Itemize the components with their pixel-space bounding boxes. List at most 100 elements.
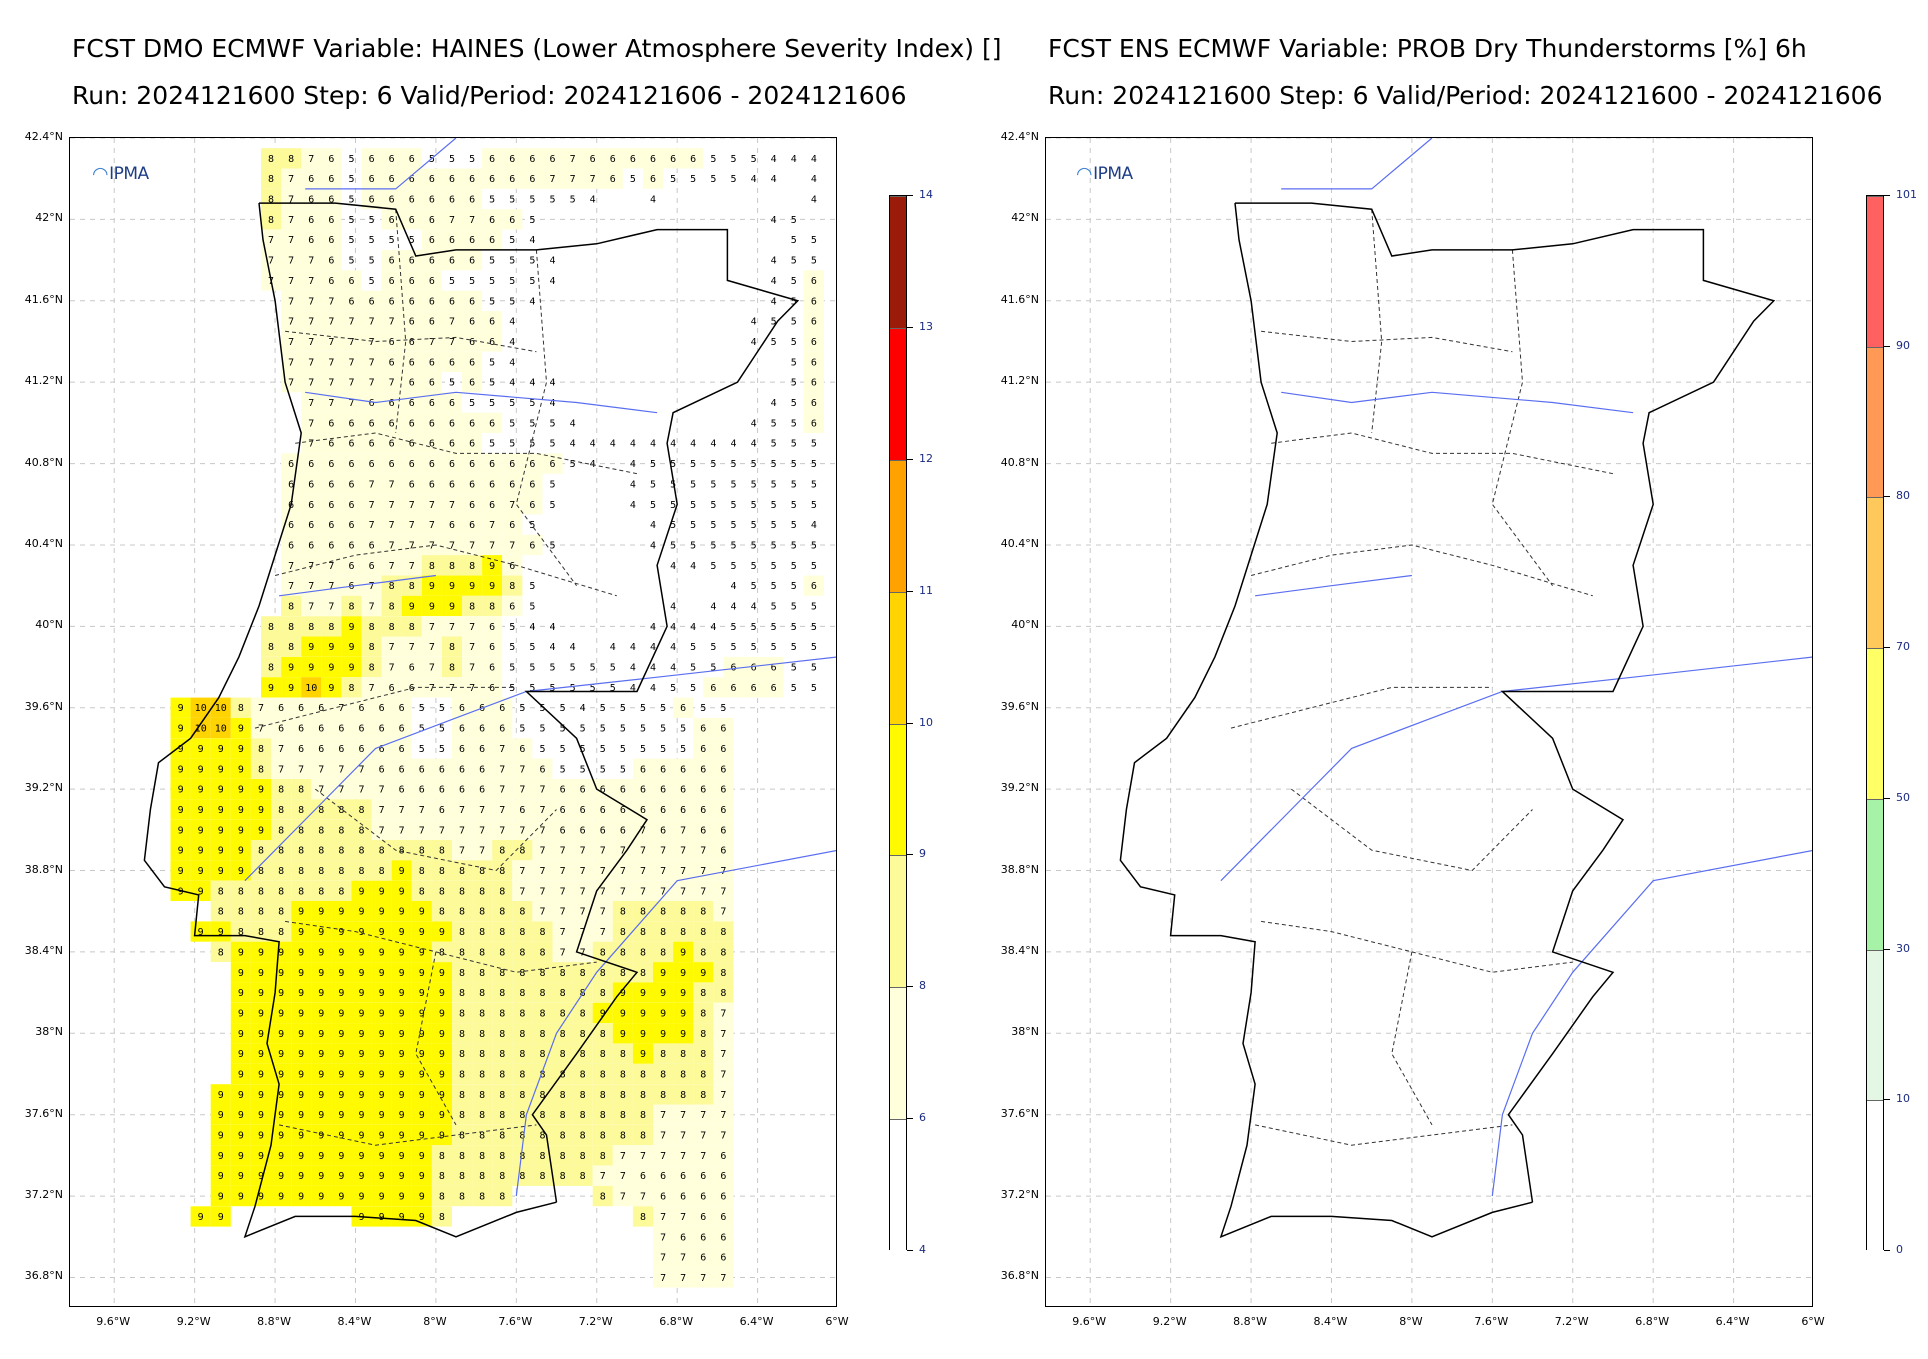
haines-value-label: 9 — [328, 642, 334, 653]
haines-value-label: 9 — [278, 1192, 284, 1203]
haines-value-label: 6 — [771, 683, 777, 694]
longitude-tick-label: 6°W — [1801, 1315, 1825, 1328]
haines-value-label: 9 — [358, 1090, 364, 1101]
haines-cell-fill — [271, 1084, 292, 1105]
haines-value-label: 4 — [650, 663, 656, 674]
haines-value-label: 9 — [399, 927, 405, 938]
haines-value-label: 7 — [680, 1212, 686, 1223]
haines-value-label: 10 — [305, 683, 317, 694]
haines-cell-fill — [421, 168, 442, 189]
haines-value-label: 4 — [630, 642, 636, 653]
haines-value-label: 9 — [419, 907, 425, 918]
haines-value-label: 6 — [720, 846, 726, 857]
haines-value-label: 6 — [449, 398, 455, 409]
haines-value-label: 7 — [469, 541, 475, 552]
haines-cell-fill — [361, 677, 382, 698]
haines-value-label: 9 — [419, 1110, 425, 1121]
haines-value-label: 9 — [469, 581, 475, 592]
haines-cell-fill — [462, 555, 483, 576]
haines-cell-fill — [291, 1124, 312, 1146]
haines-value-label: 8 — [560, 1049, 566, 1060]
haines-value-label: 8 — [680, 927, 686, 938]
haines-value-label: 9 — [338, 927, 344, 938]
haines-cell-fill — [361, 555, 382, 576]
haines-value-label: 7 — [660, 1253, 666, 1264]
haines-cell-fill — [431, 941, 452, 962]
haines-cell-fill — [341, 534, 362, 556]
haines-cell-fill — [401, 555, 422, 576]
haines-value-label: 7 — [308, 296, 314, 307]
haines-value-label: 6 — [469, 500, 475, 511]
haines-value-label: 8 — [640, 1212, 646, 1223]
haines-cell-fill — [411, 982, 432, 1003]
haines-cell-fill — [361, 311, 382, 332]
haines-value-label: 7 — [459, 825, 465, 836]
ipma-logo: ◠ IPMA — [92, 163, 149, 185]
haines-cell-fill — [301, 555, 322, 576]
haines-cell-fill — [311, 880, 332, 901]
haines-cell-fill — [552, 1104, 573, 1125]
haines-value-label: 8 — [620, 1070, 626, 1081]
colorbar-segment — [1867, 497, 1883, 649]
haines-value-label: 8 — [449, 642, 455, 653]
haines-cell-fill — [431, 1206, 452, 1227]
haines-cell-fill — [311, 840, 332, 861]
haines-cell-fill — [763, 677, 784, 698]
haines-value-label: 5 — [590, 663, 596, 674]
haines-value-label: 6 — [409, 479, 415, 490]
haines-cell-fill — [673, 941, 694, 962]
haines-cell-fill — [472, 840, 493, 861]
haines-cell-fill — [190, 1206, 211, 1227]
haines-value-label: 8 — [519, 1009, 525, 1020]
haines-value-label: 9 — [198, 866, 204, 877]
right-district-boundary — [1254, 1124, 1513, 1146]
haines-value-label: 9 — [338, 1131, 344, 1142]
haines-value-label: 5 — [469, 276, 475, 287]
colorbar-tick — [1884, 948, 1890, 950]
haines-cell-fill — [713, 779, 734, 800]
haines-cell-fill — [592, 779, 613, 800]
haines-cell-fill — [592, 1023, 613, 1044]
haines-cell-fill — [452, 921, 473, 942]
haines-cell-fill — [401, 433, 422, 454]
haines-cell-fill — [452, 779, 473, 800]
haines-value-label: 7 — [399, 825, 405, 836]
haines-value-label: 8 — [700, 1009, 706, 1020]
haines-cell-fill — [210, 1104, 231, 1125]
haines-value-label: 5 — [730, 459, 736, 470]
haines-cell-fill — [462, 433, 483, 454]
haines-value-label: 5 — [690, 459, 696, 470]
haines-cell-fill — [361, 188, 382, 210]
haines-cell-fill — [472, 799, 493, 820]
haines-cell-fill — [713, 1145, 734, 1166]
haines-cell-fill — [230, 921, 251, 942]
haines-cell-fill — [592, 1145, 613, 1166]
haines-cell-fill — [431, 1023, 452, 1044]
haines-cell-fill — [271, 738, 292, 759]
haines-cell-fill — [421, 473, 442, 494]
haines-value-label: 9 — [258, 1151, 264, 1162]
haines-value-label: 8 — [580, 1110, 586, 1121]
haines-value-label: 9 — [439, 1131, 445, 1142]
haines-value-label: 5 — [489, 256, 495, 267]
haines-cell-fill — [803, 575, 824, 596]
haines-cell-fill — [341, 494, 362, 515]
haines-value-label: 7 — [469, 683, 475, 694]
colorbar-tick — [907, 1118, 913, 1120]
haines-value-label: 9 — [318, 1110, 324, 1121]
haines-cell-fill — [552, 799, 573, 820]
haines-cell-fill — [301, 534, 322, 556]
haines-value-label: 7 — [429, 520, 435, 531]
haines-cell-fill — [632, 941, 653, 962]
haines-value-label: 7 — [328, 296, 334, 307]
haines-cell-fill — [562, 148, 583, 169]
haines-value-label: 9 — [338, 968, 344, 979]
haines-cell-fill — [693, 1206, 714, 1227]
haines-value-label: 6 — [419, 785, 425, 796]
haines-cell-fill — [351, 1185, 372, 1207]
haines-value-label: 9 — [419, 1090, 425, 1101]
haines-cell-fill — [401, 677, 422, 698]
haines-value-label: 9 — [399, 1131, 405, 1142]
left-district-boundary — [515, 249, 578, 586]
haines-cell-fill — [401, 372, 422, 393]
